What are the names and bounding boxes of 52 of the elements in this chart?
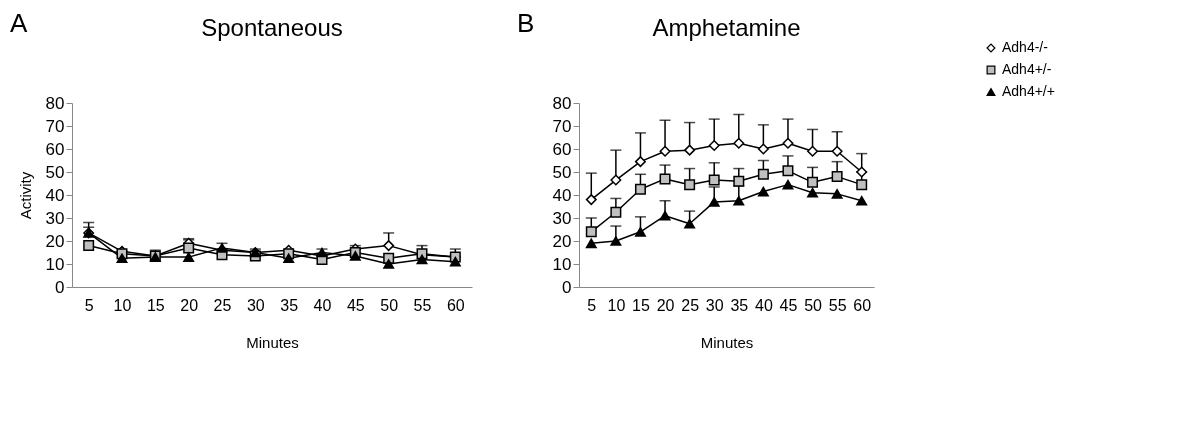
y-tick-label: 0 [562, 277, 572, 297]
y-tick-label: 30 [552, 208, 572, 228]
x-tick-label: 25 [213, 296, 232, 314]
x-tick-label: 60 [446, 296, 465, 314]
x-tick-label: 10 [113, 296, 132, 314]
y-tick-label: 10 [552, 254, 572, 274]
y-tick-label: 80 [552, 93, 572, 113]
y-axis-title: Activity [16, 171, 34, 220]
x-tick-label: 55 [413, 296, 432, 314]
x-tick-label: 50 [380, 296, 399, 314]
x-tick-label: 5 [587, 296, 597, 314]
y-tick-label: 70 [552, 116, 572, 136]
y-tick-label: 60 [45, 139, 65, 159]
text: A [10, 8, 28, 38]
x-tick-label: 45 [779, 296, 798, 314]
y-tick-label: 50 [45, 162, 65, 182]
x-tick-label: 10 [607, 296, 626, 314]
y-tick-label: 30 [45, 208, 65, 228]
x-tick-label: 35 [280, 296, 299, 314]
y-tick-label: 50 [552, 162, 572, 182]
x-tick-label: 60 [853, 296, 872, 314]
x-tick-label: 15 [146, 296, 165, 314]
y-tick-label: 40 [45, 185, 65, 205]
text: B [517, 8, 535, 38]
chart-title: Spontaneous [201, 14, 343, 41]
x-axis-title: Minutes [246, 333, 299, 351]
x-tick-label: 20 [656, 296, 675, 314]
y-tick-label: 70 [45, 116, 65, 136]
x-tick-label: 35 [730, 296, 749, 314]
chart-title: Amphetamine [652, 14, 801, 41]
x-tick-label: 40 [754, 296, 773, 314]
x-tick-label: 30 [246, 296, 265, 314]
y-tick-label: 80 [45, 93, 65, 113]
legend-label: Adh4+/- [1002, 61, 1052, 77]
x-tick-label: 30 [705, 296, 724, 314]
x-tick-label: 15 [632, 296, 650, 314]
legend-label: Adh4+/+ [1002, 83, 1055, 99]
x-tick-label: 5 [84, 296, 94, 314]
x-axis-title: Minutes [700, 333, 754, 351]
x-tick-label: 20 [180, 296, 199, 314]
legend-label: Adh4-/- [1002, 39, 1049, 55]
y-tick-label: 0 [55, 277, 65, 297]
y-tick-label: 10 [45, 254, 65, 274]
x-tick-label: 55 [828, 296, 847, 314]
x-tick-label: 25 [681, 296, 700, 314]
y-tick-label: 40 [552, 185, 572, 205]
y-tick-label: 20 [552, 231, 572, 251]
x-tick-label: 40 [313, 296, 332, 314]
x-tick-label: 50 [804, 296, 823, 314]
y-tick-label: 20 [45, 231, 65, 251]
y-tick-label: 60 [552, 139, 572, 159]
x-tick-label: 45 [346, 296, 365, 314]
